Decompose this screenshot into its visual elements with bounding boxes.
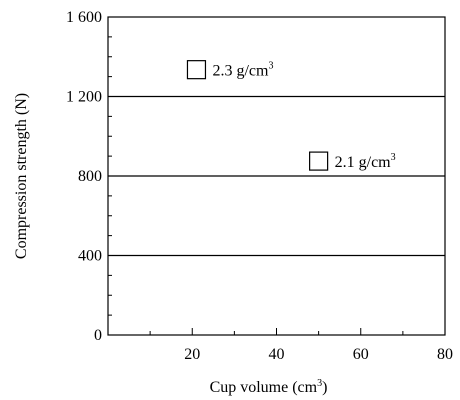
data-label-sup: 3 bbox=[391, 152, 396, 163]
data-label-1-0: 2.1 g/cm3 bbox=[335, 152, 396, 171]
y-tick-label-0: 0 bbox=[94, 327, 102, 344]
data-label-sup: 3 bbox=[268, 61, 273, 72]
y-tick-label-1200: 1 200 bbox=[66, 89, 102, 106]
x-axis-title-sup: 3 bbox=[317, 378, 322, 389]
ticks-layer bbox=[108, 16, 404, 336]
plot-frame bbox=[107, 16, 446, 336]
y-tick-label-800: 800 bbox=[78, 168, 102, 185]
x-axis-title-main: Cup volume (cm bbox=[210, 379, 318, 396]
y-axis-title: Compression strength (N) bbox=[13, 93, 30, 259]
y-tick-label-400: 400 bbox=[78, 248, 102, 265]
x-axis-title-end: ) bbox=[322, 379, 327, 396]
data-point-0-0 bbox=[186, 60, 207, 80]
x-tick-label-20: 20 bbox=[184, 346, 200, 363]
data-label-main: 2.1 g/cm bbox=[335, 154, 392, 171]
x-tick-label-60: 60 bbox=[353, 346, 369, 363]
y-tick-label-1600: 1 600 bbox=[66, 9, 102, 26]
x-tick-label-80: 80 bbox=[437, 346, 453, 363]
data-label-main: 2.3 g/cm bbox=[212, 63, 269, 80]
grid-layer bbox=[108, 95, 445, 257]
tick-labels: 0 400 800 1 200 1 600 20 40 60 80 bbox=[66, 9, 453, 363]
data-point-1-0 bbox=[309, 151, 329, 171]
x-tick-label-40: 40 bbox=[269, 346, 285, 363]
data-label-0-0: 2.3 g/cm3 bbox=[212, 61, 273, 80]
x-axis-title: Cup volume (cm3) bbox=[210, 378, 328, 396]
